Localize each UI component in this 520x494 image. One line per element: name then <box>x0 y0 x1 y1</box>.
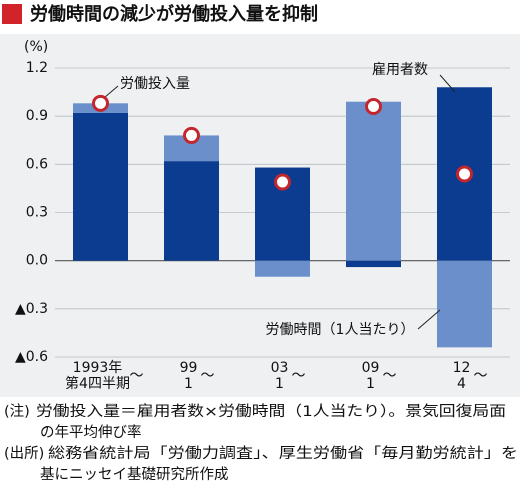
x-tick-label: 1 <box>184 376 193 392</box>
bar-segment <box>73 112 128 261</box>
bar-segment <box>437 260 492 348</box>
y-tick-label: ▲0.6 <box>15 349 48 365</box>
bar-segment <box>255 260 310 277</box>
range-mark: ～ <box>474 368 488 384</box>
y-tick-label: 0.0 <box>26 253 48 269</box>
series-label: 労働時間（1人当たり） <box>266 322 415 338</box>
y-tick-label: 1.2 <box>26 60 48 76</box>
range-mark: ～ <box>292 368 306 384</box>
marker-label: 労働投入量 <box>120 76 190 92</box>
note-text: の年平均伸び率 <box>40 424 142 441</box>
x-tick-label: 99 <box>180 360 198 376</box>
note-label: (出所) <box>4 445 44 462</box>
x-tick-label: 第4四半期 <box>65 375 130 392</box>
note-text: 労働投入量＝雇用者数×労働時間（1人当たり）。景気回復局面 <box>36 403 506 420</box>
marker <box>183 126 200 144</box>
y-tick-label: 0.6 <box>26 156 48 172</box>
leader <box>417 309 441 330</box>
x-tick-label: 4 <box>457 376 466 392</box>
range-mark: ～ <box>383 368 397 384</box>
y-tick-label: 0.3 <box>26 205 48 221</box>
range-mark: ～ <box>201 368 215 384</box>
x-tick-label: 1993年 <box>73 360 123 376</box>
marker <box>456 165 473 183</box>
note-label: (注) <box>4 403 30 420</box>
bar-segment <box>346 260 401 268</box>
marker <box>92 94 109 112</box>
range-mark: ～ <box>130 368 144 384</box>
marker <box>365 98 382 116</box>
y-unit: (%) <box>24 39 48 55</box>
note-text: 基にニッセイ基礎研究所作成 <box>40 466 229 483</box>
leader <box>439 74 456 93</box>
x-tick-label: 12 <box>453 360 471 376</box>
x-tick-label: 1 <box>366 376 375 392</box>
title-mark <box>2 4 22 24</box>
marker <box>274 173 291 191</box>
chart-title: 労働時間の減少が労働投入量を抑制 <box>30 3 318 25</box>
bar-segment <box>164 161 219 261</box>
x-tick-label: 03 <box>271 360 289 376</box>
note-text: 総務省統計局「労働力調査」、厚生労働省「毎月勤労統計」を <box>48 445 518 462</box>
x-tick-label: 09 <box>362 360 380 376</box>
series-label: 雇用者数 <box>372 61 428 78</box>
y-tick-label: 0.9 <box>26 108 48 124</box>
y-tick-label: ▲0.3 <box>15 301 48 317</box>
x-tick-label: 1 <box>275 376 284 392</box>
bar-segment <box>346 101 401 261</box>
